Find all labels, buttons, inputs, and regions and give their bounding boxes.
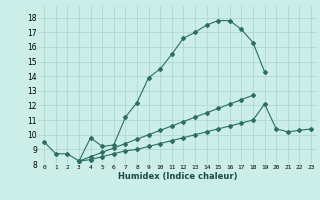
X-axis label: Humidex (Indice chaleur): Humidex (Indice chaleur) bbox=[118, 172, 237, 181]
